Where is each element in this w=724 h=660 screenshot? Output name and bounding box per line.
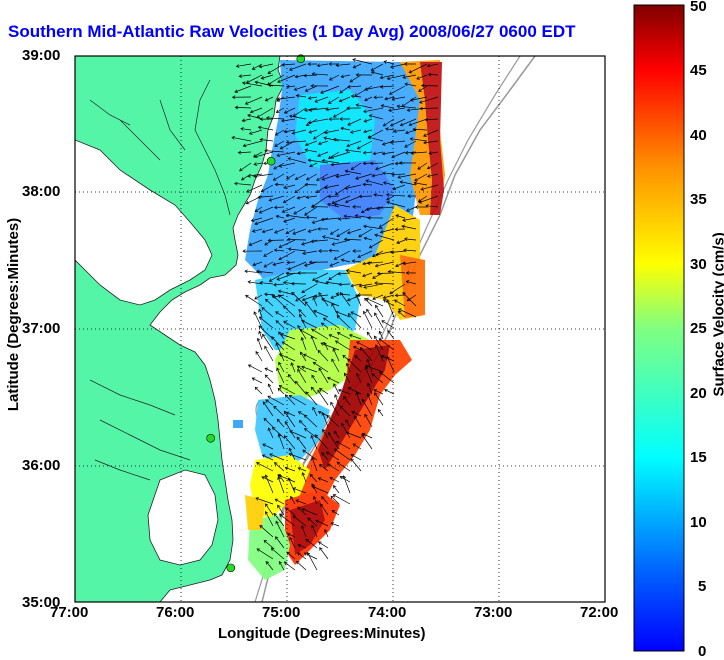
colorbar-tick: 35 xyxy=(690,191,707,208)
y-tick: 36:00 xyxy=(22,457,60,474)
station-marker xyxy=(207,434,215,442)
colorbar-tick: 10 xyxy=(690,514,707,531)
colorbar-label: Surface Velocity (cm/s) xyxy=(711,201,724,397)
colorbar-tick: 15 xyxy=(690,449,707,466)
y-tick: 38:00 xyxy=(22,183,60,200)
colorbar-tick: 40 xyxy=(690,127,707,144)
y-tick: 37:00 xyxy=(22,320,60,337)
station-marker xyxy=(227,564,235,572)
colorbar-tick: 25 xyxy=(690,320,707,337)
x-tick: 75:00 xyxy=(262,604,300,621)
x-tick: 74:00 xyxy=(368,604,406,621)
y-tick: 35:00 xyxy=(22,594,60,611)
station-marker xyxy=(267,157,275,165)
x-axis-label: Longitude (Degrees:Minutes) xyxy=(218,625,426,642)
y-axis-label: Latitude (Degrees:Minutes) xyxy=(5,218,22,411)
sound-water xyxy=(148,470,218,565)
colorbar-tick: 20 xyxy=(690,385,707,402)
x-tick: 76:00 xyxy=(156,604,194,621)
x-tick: 72:00 xyxy=(580,604,618,621)
colorbar-tick: 30 xyxy=(690,256,707,273)
colorbar-tick: 5 xyxy=(698,578,706,595)
colorbar-tick: 45 xyxy=(690,62,707,79)
colorbar-tick: 50 xyxy=(690,0,707,15)
colorbar xyxy=(634,5,684,651)
y-tick: 39:00 xyxy=(22,47,60,64)
x-tick: 73:00 xyxy=(474,604,512,621)
colorbar-tick: 0 xyxy=(698,643,706,660)
